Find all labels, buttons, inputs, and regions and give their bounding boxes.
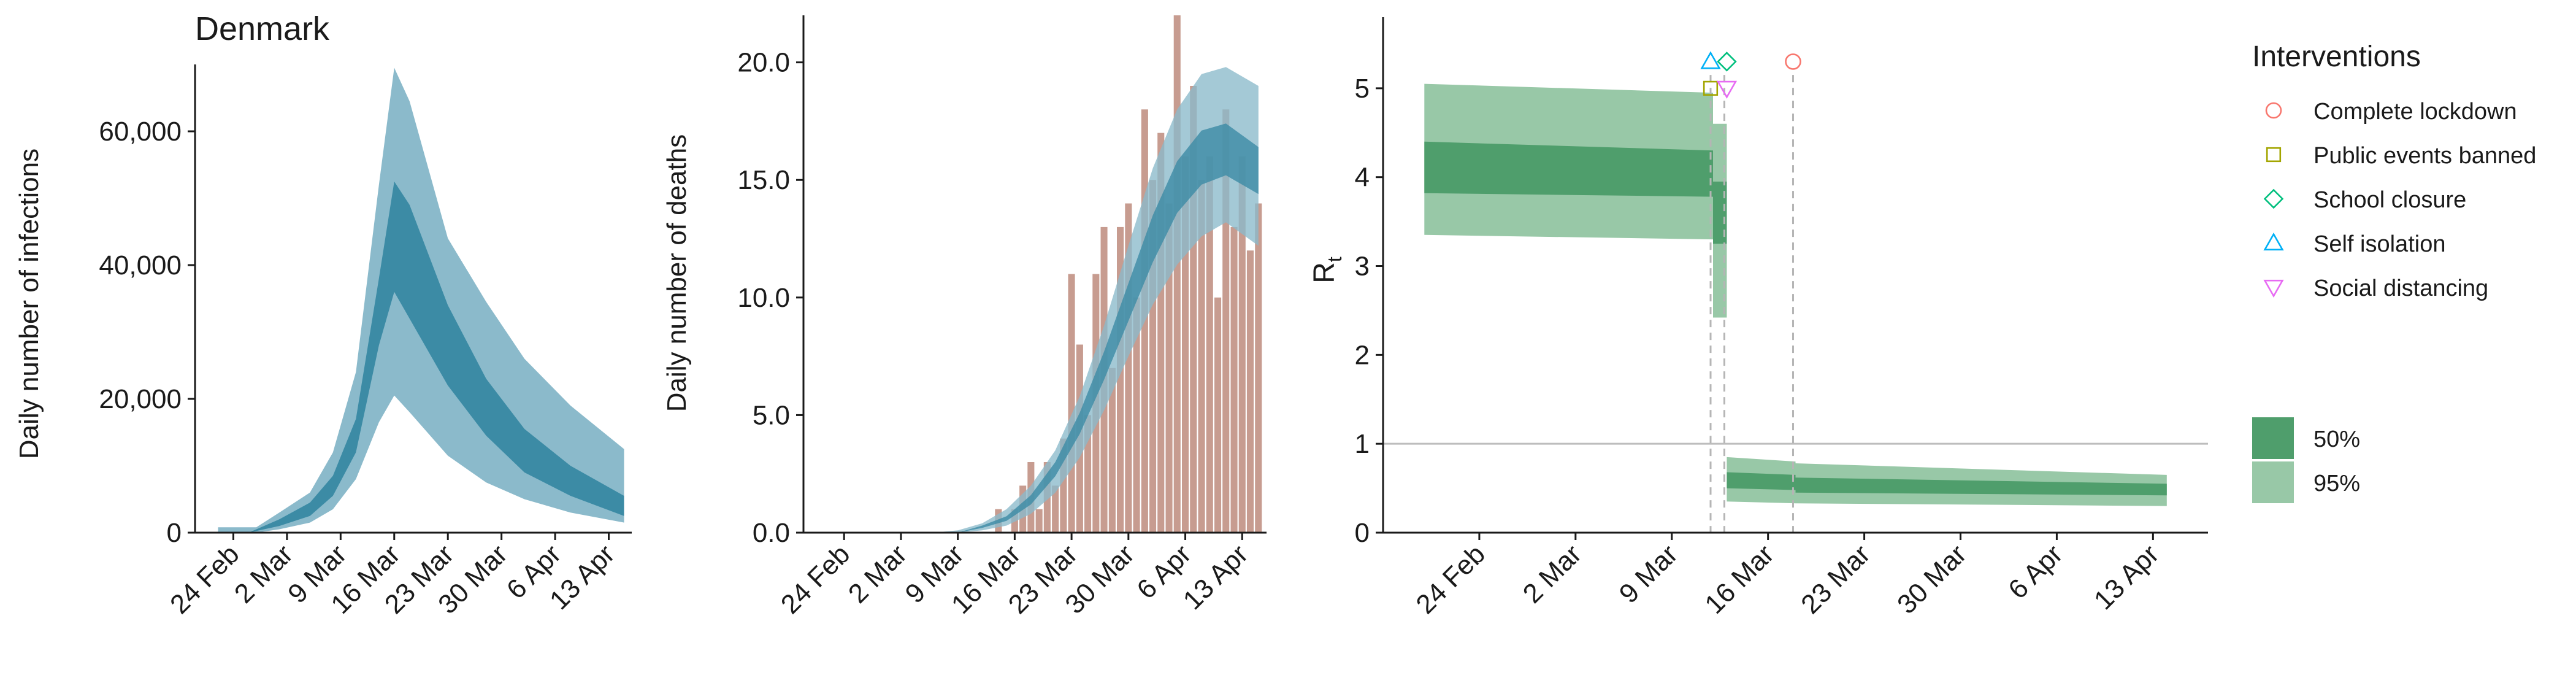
y-tick-label: 2 [1355, 340, 1370, 370]
y-tick-label: 10.0 [737, 283, 790, 313]
death-bar [1117, 226, 1124, 533]
x-tick-label: 6 Apr [2003, 539, 2068, 604]
death-bar [1108, 368, 1116, 533]
death-bar [1060, 438, 1067, 533]
legend-band-label: 95% [2313, 471, 2360, 496]
death-bar [1246, 250, 1254, 533]
y-tick-label: 0 [1355, 518, 1370, 548]
death-bar [1230, 226, 1238, 533]
y-tick-label: 3 [1355, 252, 1370, 282]
death-bar [1190, 86, 1197, 533]
y-tick-label: 20.0 [737, 48, 790, 78]
death-bar [1255, 203, 1262, 533]
y-axis-label: Daily number of infections [14, 149, 44, 459]
infections-panel: Denmark Daily number of infections 0 20,0… [14, 10, 632, 620]
x-tick-label: 2 Mar [1517, 539, 1587, 609]
x-tick-label: 9 Mar [1614, 539, 1684, 609]
death-bar [1214, 297, 1222, 533]
rt-ci50-segment [1727, 472, 1796, 490]
legend-entry-label: School closure [2313, 187, 2466, 213]
legend-marker-circle [2265, 102, 2282, 119]
deaths-panel: Daily number of deaths 0.0 5.0 10.0 15.0 20.… [662, 15, 1267, 620]
x-tick-label: 24 Feb [1410, 539, 1491, 620]
legend-entry-label: Public events banned [2313, 143, 2536, 169]
y-tick-label: 0 [167, 518, 182, 548]
x-tick-label: 13 Apr [1178, 539, 1254, 615]
x-tick-label: 23 Mar [1795, 539, 1876, 619]
legend-band-label: 50% [2313, 426, 2360, 452]
legend-band-swatch [2252, 461, 2294, 503]
rt-ci50-segment [1713, 181, 1727, 244]
legend-entry-label: Complete lockdown [2313, 99, 2517, 125]
intervention-marker [1700, 51, 1721, 69]
death-bar [1035, 509, 1043, 533]
death-bar [1182, 156, 1189, 533]
legend-marker-triangle-down [2263, 279, 2284, 298]
death-bar [1165, 203, 1173, 533]
y-axis-label: Daily number of deaths [662, 134, 692, 412]
infections-ci-band-50 [248, 181, 624, 533]
x-tick-label: 24 Feb [164, 539, 245, 620]
intervention-marker [1717, 52, 1737, 72]
panel-title: Denmark [195, 10, 330, 47]
y-tick-label: 5.0 [753, 400, 790, 430]
legend: Interventions Complete lockdown Public ev… [2252, 41, 2536, 503]
y-axis-label: Rt [1308, 257, 1346, 284]
legend-entry-label: Self isolation [2313, 231, 2445, 257]
y-tick-label: 15.0 [737, 165, 790, 195]
death-bar [1052, 485, 1059, 533]
x-tick-label: 2 Mar [229, 539, 299, 609]
death-bar [1238, 156, 1246, 533]
death-bar [1084, 415, 1092, 533]
y-tick-label: 20,000 [99, 384, 182, 414]
intervention-marker [1703, 80, 1719, 96]
intervention-marker [1785, 53, 1801, 70]
legend-marker-square [2266, 147, 2282, 163]
x-tick-label: 24 Feb [775, 539, 856, 620]
death-bar [1222, 109, 1230, 533]
death-bar [1173, 15, 1181, 533]
y-tick-label: 0.0 [753, 518, 790, 548]
x-tick-label: 16 Mar [1699, 539, 1779, 619]
deaths-ci-band-50 [827, 123, 1259, 533]
legend-entry-label: Social distancing [2313, 276, 2488, 301]
rt-panel: Rt 0 1 2 3 4 5 24 Feb 2 Mar 9 Mar 16 Mar 23 Mar 30 … [1308, 17, 2208, 620]
x-tick-label: 2 Mar [843, 539, 913, 609]
death-bar [1125, 203, 1132, 533]
y-tick-label: 5 [1355, 74, 1370, 104]
y-tick-label: 4 [1355, 163, 1370, 193]
y-tick-label: 1 [1355, 429, 1370, 459]
death-bar [1149, 180, 1157, 533]
legend-marker-diamond [2263, 188, 2284, 209]
y-axis-label-main: R [1308, 262, 1341, 284]
rt-ci50-segment [1795, 477, 2167, 496]
death-bar [1068, 274, 1075, 533]
y-tick-label: 40,000 [99, 250, 182, 280]
intervention-marker [1716, 80, 1738, 99]
y-axis-label-subscript: t [1324, 257, 1346, 262]
death-bar [1157, 133, 1165, 533]
x-tick-label: 13 Apr [2088, 539, 2165, 615]
legend-band-swatch [2252, 417, 2294, 459]
death-bar [1198, 180, 1205, 533]
rt-ci50-segment [1424, 141, 1713, 197]
death-bar [1206, 156, 1213, 533]
deaths-ci-band-95 [827, 67, 1259, 533]
death-bar [1133, 297, 1140, 533]
legend-title: Interventions [2252, 41, 2421, 73]
x-tick-label: 30 Mar [1892, 539, 1972, 619]
legend-marker-triangle-up [2263, 232, 2284, 251]
y-tick-label: 60,000 [99, 117, 182, 147]
